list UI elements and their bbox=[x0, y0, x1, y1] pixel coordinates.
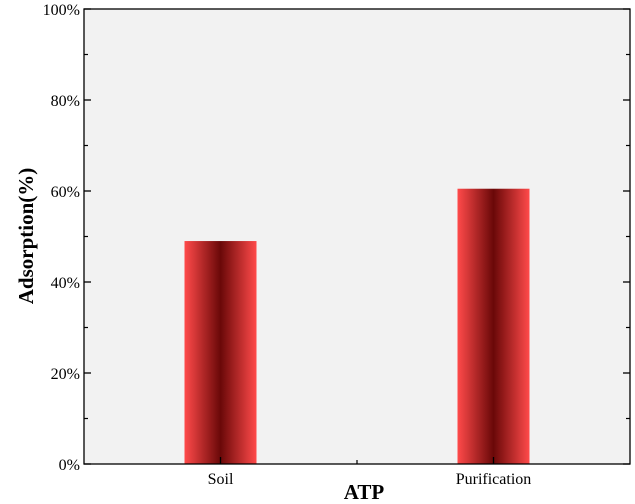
y-axis: 0% 20% 40% 60% 80% 100% bbox=[43, 2, 630, 474]
bars-group bbox=[184, 188, 530, 464]
y-tick-label: 20% bbox=[51, 366, 80, 383]
y-tick-label: 80% bbox=[51, 93, 80, 110]
x-tick-label: Soil bbox=[208, 471, 234, 488]
x-axis-title: ATP bbox=[344, 480, 385, 504]
y-tick-label: 60% bbox=[51, 184, 80, 201]
y-tick-label: 0% bbox=[59, 457, 80, 474]
bar-soil bbox=[184, 241, 257, 464]
y-tick-label: 100% bbox=[43, 2, 80, 19]
bar-purification bbox=[457, 188, 530, 464]
y-axis-title: Adsorption(%) bbox=[14, 168, 38, 305]
plot-area bbox=[84, 9, 630, 464]
y-tick-label: 40% bbox=[51, 275, 80, 292]
x-tick-label: Purification bbox=[456, 471, 532, 488]
x-axis: Soil Purification bbox=[208, 457, 532, 488]
